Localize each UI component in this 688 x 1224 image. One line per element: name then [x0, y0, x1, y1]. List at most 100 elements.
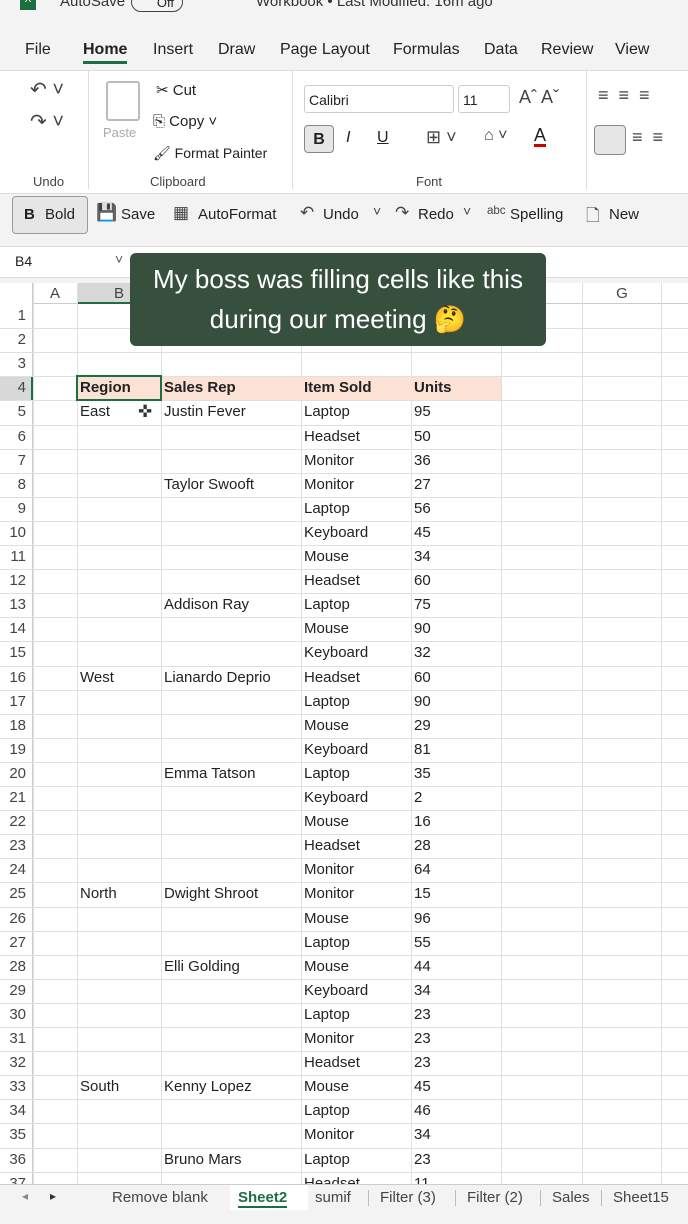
cell: Bruno Mars — [164, 1150, 242, 1168]
font-color-button[interactable]: A — [534, 125, 547, 147]
toolbar-icon[interactable]: ↶ — [300, 203, 315, 222]
ribbon-tab[interactable]: View — [615, 41, 650, 58]
ribbon-tab[interactable]: Data — [484, 41, 518, 58]
cell: Mouse — [304, 716, 350, 734]
cell: Headset — [304, 572, 360, 590]
column-header: A — [49, 285, 60, 302]
cell: 56 — [414, 499, 431, 517]
grid-line — [0, 1051, 688, 1053]
sheet-tab[interactable]: Filter (3) — [380, 1189, 436, 1206]
cut-button[interactable]: ✂ Cut — [156, 82, 197, 99]
cell: Keyboard — [304, 981, 369, 999]
row-number: 7 — [17, 451, 26, 469]
ribbon-tab[interactable]: File — [25, 41, 51, 58]
sheet-tab[interactable]: Sheet2 — [238, 1189, 288, 1208]
cell: Laptop — [304, 764, 350, 782]
toolbar-icon[interactable]: ↷ — [395, 203, 410, 222]
toolbar-button[interactable]: Bold — [45, 206, 76, 223]
bold-button[interactable]: B — [304, 125, 334, 153]
grid-line — [582, 283, 583, 1184]
font-name-box[interactable]: Calibri — [304, 85, 454, 113]
toolbar-icon[interactable]: ᵃᵇᶜ — [487, 203, 506, 222]
column-header: G — [616, 285, 628, 302]
cell: Laptop — [304, 499, 350, 517]
grid-line — [0, 930, 688, 932]
name-box-arrow[interactable]: ˅ — [115, 251, 124, 267]
cell: Laptop — [304, 596, 350, 614]
cell: 60 — [414, 668, 431, 686]
ribbon-tab[interactable]: Formulas — [393, 41, 460, 58]
grid-line — [0, 882, 688, 884]
font-size-box[interactable]: 11 — [458, 85, 510, 113]
sheet-tab[interactable]: sumif — [315, 1189, 351, 1206]
sheet-tab[interactable]: Sales — [552, 1189, 590, 1206]
dropdown-arrow[interactable]: ˅ — [373, 203, 382, 219]
dropdown-arrow[interactable]: ˅ — [463, 203, 472, 219]
cell: Justin Fever — [164, 403, 246, 421]
row-number: 31 — [9, 1030, 26, 1047]
sheet-tab[interactable]: Sheet15 — [613, 1189, 669, 1206]
ribbon-tab[interactable]: Review — [541, 41, 594, 58]
scroll-right[interactable]: ▸ — [50, 1189, 57, 1203]
separator — [292, 71, 293, 189]
cell: Lianardo Deprio — [164, 668, 271, 686]
cell: Laptop — [304, 933, 350, 951]
cell: Laptop — [304, 692, 350, 710]
autosave-toggle[interactable]: Off — [131, 0, 183, 12]
cell: 23 — [414, 1150, 431, 1168]
toolbar-icon[interactable]: 🗋 — [586, 206, 600, 225]
ribbon: ↶ ˅ ↷ ˅ Undo Paste ✂ Cut ⎘ Copy ˅ 🖌 Form… — [0, 70, 688, 194]
align-icons[interactable]: ≡≡ — [632, 127, 674, 147]
cell: Laptop — [304, 403, 350, 421]
cell: Kenny Lopez — [164, 1078, 252, 1096]
grid-line — [33, 283, 34, 1184]
ribbon-tab[interactable]: Home — [83, 41, 128, 64]
copy-button[interactable]: ⎘ Copy ˅ — [153, 113, 218, 130]
redo-icon[interactable]: ↷ ˅ — [30, 111, 64, 133]
underline-button[interactable]: U — [377, 129, 389, 146]
paste-icon[interactable] — [106, 81, 140, 121]
ribbon-tabs: File Home Insert Draw Page Layout Formulas Dat… — [0, 36, 688, 68]
format-painter-button[interactable]: 🖌 Format Painter — [153, 145, 268, 161]
toolbar-button[interactable]: Redo — [418, 206, 454, 223]
align-left-button[interactable] — [594, 125, 626, 155]
cell: 34 — [414, 1126, 431, 1144]
row-number: 30 — [9, 1005, 26, 1023]
cell: 23 — [414, 1030, 431, 1047]
cell: Headset — [304, 427, 360, 445]
toolbar-button[interactable]: Undo — [323, 206, 359, 223]
grid-line — [0, 713, 688, 715]
toolbar-icon[interactable]: 💾 — [96, 203, 118, 222]
cell: Laptop — [304, 1005, 350, 1023]
fill-button[interactable]: ⌂ ˅ — [484, 127, 508, 144]
toolbar-button[interactable]: Save — [121, 206, 156, 223]
row-number: 16 — [9, 668, 26, 686]
toolbar-button[interactable]: AutoFormat — [198, 206, 277, 223]
align-icons[interactable]: ≡≡≡ — [598, 85, 660, 105]
ribbon-tab[interactable]: Page Layout — [280, 41, 370, 58]
toolbar-button[interactable]: New — [609, 206, 640, 223]
grid-line — [0, 858, 688, 860]
row-number: 17 — [9, 692, 26, 710]
scroll-left[interactable]: ◂ — [22, 1189, 29, 1203]
toolbar-button[interactable]: Spelling — [510, 206, 564, 223]
toolbar-icon[interactable]: ▦ — [173, 203, 190, 222]
ribbon-tab[interactable]: Insert — [153, 41, 194, 58]
row-number: 27 — [9, 933, 26, 951]
undo-icon[interactable]: ↶ ˅ — [30, 79, 64, 101]
row-number: 24 — [9, 861, 26, 879]
sheet-tab[interactable]: Remove blank — [112, 1189, 208, 1206]
ribbon-tab[interactable]: Draw — [218, 41, 256, 58]
cell: 96 — [414, 909, 431, 927]
italic-button[interactable]: I — [346, 129, 351, 146]
cell: Mouse — [304, 1078, 350, 1096]
autosave-label: AutoSave — [60, 0, 126, 10]
cell: 23 — [414, 1005, 431, 1023]
row-number: 12 — [9, 572, 26, 590]
border-button[interactable]: ⊞ ˅ — [426, 127, 457, 147]
sheet-tab[interactable]: Filter (2) — [467, 1189, 523, 1206]
name-box[interactable]: B4 — [15, 253, 33, 269]
grid-line — [0, 1123, 688, 1125]
font-grow-icon[interactable]: Aˆ Aˇ — [519, 87, 560, 107]
paste-label[interactable]: Paste — [103, 125, 137, 140]
